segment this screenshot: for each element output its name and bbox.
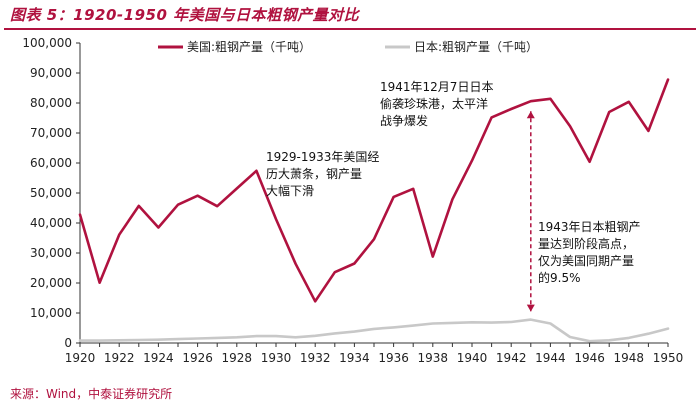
y-tick-label: 80,000 [30, 96, 72, 110]
x-tick-label: 1934 [339, 351, 370, 365]
title-bar: 图表 5：1920-1950 年美国与日本粗钢产量对比 [0, 0, 700, 30]
annotation-pearl-harbor: 1941年12月7日日本偷袭珍珠港，太平洋战争爆发 [380, 80, 493, 128]
legend-label-usa: 美国:粗钢产量（千吨） [187, 40, 311, 54]
legend-label-japan: 日本:粗钢产量（千吨） [414, 40, 538, 54]
annotation-line: 战争爆发 [380, 113, 428, 128]
arrowhead-up [526, 111, 535, 119]
x-tick-label: 1936 [378, 351, 409, 365]
japan-series-line [78, 318, 670, 343]
x-tick-label: 1920 [65, 351, 96, 365]
x-tick-label: 1938 [418, 351, 449, 365]
chart-canvas: 0 10,000 20,000 30,000 40,000 50,000 60,000 70,… [22, 36, 684, 365]
y-tick-label: 50,000 [30, 186, 72, 200]
annotation-japan-peak: 1943年日本粗钢产量达到阶段高点， 仅为美国同期产量的9.5% [538, 220, 641, 285]
x-tick-label: 1928 [222, 351, 253, 365]
x-tick-label: 1922 [104, 351, 135, 365]
annotation-line: 历大萧条，钢产量 [266, 167, 362, 181]
y-tick-label: 90,000 [30, 66, 72, 80]
x-tick-label: 1946 [574, 351, 605, 365]
x-tick-label: 1926 [182, 351, 213, 365]
annotation-great-depression: 1929-1933年美国经历大萧条，钢产量大幅下滑 [266, 150, 379, 198]
arrowhead-down [526, 304, 535, 312]
x-tick-label: 1944 [535, 351, 566, 365]
y-tick-label: 0 [64, 336, 72, 350]
y-tick-label: 20,000 [30, 276, 72, 290]
y-tick-label: 70,000 [30, 126, 72, 140]
annotation-line: 量达到阶段高点， [538, 236, 634, 251]
x-tick-label: 1950 [653, 351, 684, 365]
annotation-line: 1929-1933年美国经 [266, 150, 379, 164]
y-tick-label: 100,000 [22, 36, 72, 50]
annotation-line: 大幅下滑 [266, 183, 314, 198]
annotation-line: 偷袭珍珠港，太平洋 [380, 96, 488, 111]
annotation-line: 1941年12月7日日本 [380, 80, 493, 94]
y-tick-label: 40,000 [30, 216, 72, 230]
x-tick-label: 1924 [143, 351, 174, 365]
x-tick-label: 1930 [261, 351, 292, 365]
y-tick-label: 30,000 [30, 246, 72, 260]
x-tick-label: 1932 [300, 351, 331, 365]
x-tick-label: 1948 [614, 351, 645, 365]
title-underline [4, 28, 696, 30]
annotation-line: 仅为美国同期产量 [538, 254, 634, 268]
x-tick-label: 1940 [457, 351, 488, 365]
y-tick-label: 10,000 [30, 306, 72, 320]
source-note: 来源：Wind，中泰证券研究所 [10, 387, 173, 401]
chart-title: 图表 5：1920-1950 年美国与日本粗钢产量对比 [10, 6, 360, 24]
annotation-line: 的9.5% [538, 270, 581, 285]
usa-series-line [78, 78, 670, 303]
x-tick-label: 1942 [496, 351, 527, 365]
annotation-line: 1943年日本粗钢产 [538, 220, 641, 234]
y-tick-label: 60,000 [30, 156, 72, 170]
